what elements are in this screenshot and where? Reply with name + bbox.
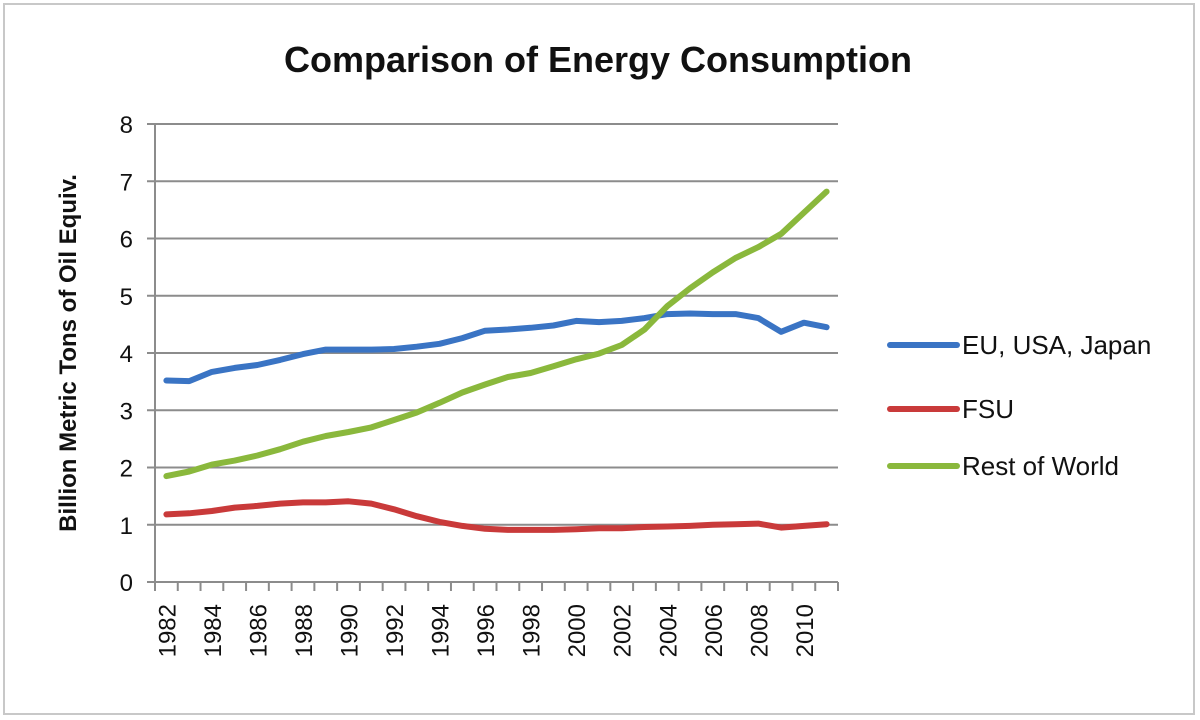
x-tick-label: 2004 <box>655 604 682 657</box>
x-tick-label: 1984 <box>200 604 227 657</box>
x-tick-label: 1986 <box>245 604 272 657</box>
y-tick-labels: 0 1 2 3 4 5 6 7 8 <box>120 112 133 597</box>
x-tick-labels: 1982 1984 1986 1988 1990 1992 1994 1996 1998 2000… <box>154 604 818 657</box>
series-line-fsu <box>163 498 830 533</box>
x-tick-label: 1992 <box>382 604 409 657</box>
y-tick-label: 4 <box>120 341 133 368</box>
x-tick-label: 2008 <box>746 604 773 657</box>
y-tick-label: 1 <box>120 513 133 540</box>
chart-title: Comparison of Energy Consumption <box>284 39 912 80</box>
y-axis-label: Billion Metric Tons of Oil Equiv. <box>55 174 82 532</box>
x-tick-label: 1988 <box>291 604 318 657</box>
x-tick-label: 2002 <box>610 604 637 657</box>
series-lines <box>163 188 830 533</box>
legend-label-eu-usa-japan: EU, USA, Japan <box>962 330 1151 360</box>
axes <box>147 124 839 591</box>
x-tick-label: 1982 <box>154 604 181 657</box>
x-tick-label: 1994 <box>428 604 455 657</box>
y-tick-label: 8 <box>120 112 133 139</box>
x-tick-label: 2010 <box>792 604 819 657</box>
legend-label-rest-of-world: Rest of World <box>962 451 1119 481</box>
x-tick-label: 1996 <box>473 604 500 657</box>
x-tick-label: 1990 <box>337 604 364 657</box>
series-line-rest-of-world <box>163 188 830 480</box>
y-tick-label: 2 <box>120 456 133 483</box>
gridlines <box>147 123 838 526</box>
y-tick-label: 5 <box>120 284 133 311</box>
x-tick-label: 2000 <box>564 604 591 657</box>
series-line-eu-usa-japan <box>163 310 830 385</box>
x-tick-label: 2006 <box>701 604 728 657</box>
x-tick-label: 1998 <box>519 604 546 657</box>
legend: EU, USA, Japan FSU Rest of World <box>887 330 1151 481</box>
legend-label-fsu: FSU <box>962 394 1014 424</box>
y-tick-label: 3 <box>120 398 133 425</box>
chart-frame <box>3 3 1195 715</box>
y-tick-label: 6 <box>120 227 133 254</box>
y-tick-label: 7 <box>120 169 133 196</box>
y-tick-label: 0 <box>120 570 133 597</box>
